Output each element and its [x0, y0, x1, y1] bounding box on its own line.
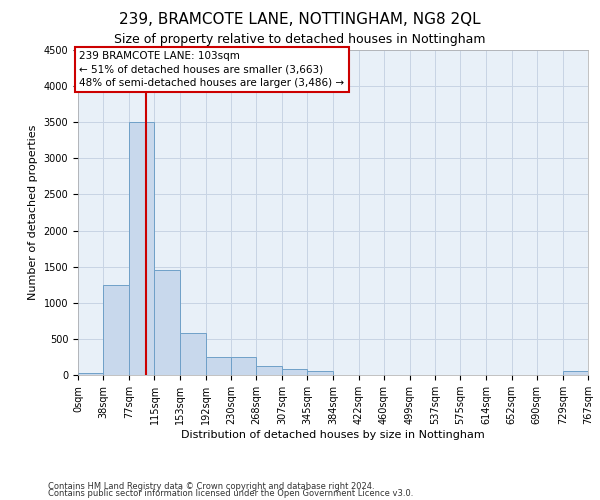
Bar — [78, 373, 103, 375]
Bar — [103, 284, 129, 375]
Y-axis label: Number of detached properties: Number of detached properties — [28, 125, 38, 300]
Bar — [256, 366, 282, 375]
Text: Contains public sector information licensed under the Open Government Licence v3: Contains public sector information licen… — [48, 490, 413, 498]
Text: 239 BRAMCOTE LANE: 103sqm
← 51% of detached houses are smaller (3,663)
48% of se: 239 BRAMCOTE LANE: 103sqm ← 51% of detac… — [79, 52, 344, 88]
Bar — [206, 357, 231, 375]
Bar — [282, 369, 307, 375]
Bar — [231, 357, 256, 375]
Bar — [307, 370, 334, 375]
Text: Size of property relative to detached houses in Nottingham: Size of property relative to detached ho… — [114, 32, 486, 46]
Bar — [563, 372, 588, 375]
X-axis label: Distribution of detached houses by size in Nottingham: Distribution of detached houses by size … — [181, 430, 485, 440]
Text: Contains HM Land Registry data © Crown copyright and database right 2024.: Contains HM Land Registry data © Crown c… — [48, 482, 374, 491]
Bar — [154, 270, 180, 375]
Bar — [129, 122, 154, 375]
Bar — [180, 333, 206, 375]
Text: 239, BRAMCOTE LANE, NOTTINGHAM, NG8 2QL: 239, BRAMCOTE LANE, NOTTINGHAM, NG8 2QL — [119, 12, 481, 28]
